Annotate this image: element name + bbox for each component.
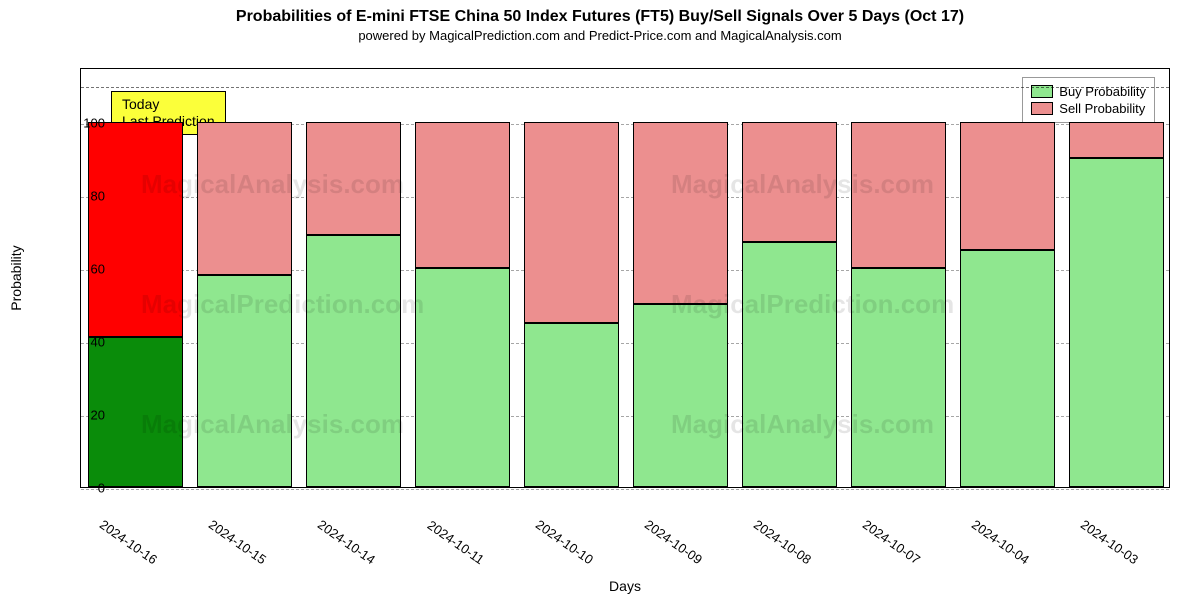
x-tick-label: 2024-10-15 bbox=[186, 503, 268, 567]
bar-buy bbox=[742, 242, 838, 487]
bar-buy bbox=[1069, 158, 1165, 487]
legend-item-buy: Buy Probability bbox=[1031, 83, 1146, 100]
bar-sell bbox=[633, 122, 729, 305]
legend: Buy Probability Sell Probability bbox=[1022, 77, 1155, 123]
x-tick-label: 2024-10-10 bbox=[513, 503, 595, 567]
bar-sell bbox=[742, 122, 838, 243]
bar-buy bbox=[197, 275, 293, 487]
legend-swatch-sell bbox=[1031, 102, 1053, 115]
chart-subtitle: powered by MagicalPrediction.com and Pre… bbox=[0, 26, 1200, 43]
bar-sell bbox=[1069, 122, 1165, 159]
reference-line bbox=[81, 87, 1169, 88]
x-tick-label: 2024-10-14 bbox=[295, 503, 377, 567]
bar-sell bbox=[524, 122, 620, 323]
bar-buy bbox=[633, 304, 729, 487]
plot-area: Today Last Prediction Buy Probability Se… bbox=[80, 68, 1170, 488]
y-axis-label: Probability bbox=[8, 245, 24, 310]
bar-sell bbox=[415, 122, 511, 268]
bar-buy bbox=[415, 268, 511, 487]
x-tick-label: 2024-10-08 bbox=[731, 503, 813, 567]
bar-sell bbox=[88, 122, 184, 337]
x-tick-label: 2024-10-09 bbox=[622, 503, 704, 567]
bar-sell bbox=[960, 122, 1056, 250]
legend-label-buy: Buy Probability bbox=[1059, 84, 1146, 99]
bar-buy bbox=[960, 250, 1056, 487]
bar-sell bbox=[197, 122, 293, 275]
x-tick-label: 2024-10-04 bbox=[949, 503, 1031, 567]
chart-title: Probabilities of E-mini FTSE China 50 In… bbox=[0, 0, 1200, 26]
y-tick-label: 0 bbox=[75, 481, 105, 496]
bar-buy bbox=[524, 323, 620, 487]
bar-buy bbox=[306, 235, 402, 487]
y-tick-label: 60 bbox=[75, 261, 105, 276]
y-tick-label: 40 bbox=[75, 334, 105, 349]
legend-item-sell: Sell Probability bbox=[1031, 100, 1146, 117]
x-axis-label: Days bbox=[80, 578, 1170, 594]
bar-sell bbox=[306, 122, 402, 235]
bar-sell bbox=[851, 122, 947, 268]
legend-label-sell: Sell Probability bbox=[1059, 101, 1145, 116]
today-line1: Today bbox=[122, 96, 215, 113]
y-tick-label: 100 bbox=[75, 115, 105, 130]
bar-buy bbox=[851, 268, 947, 487]
x-tick-label: 2024-10-07 bbox=[840, 503, 922, 567]
x-tick-label: 2024-10-11 bbox=[404, 503, 486, 567]
y-tick-label: 80 bbox=[75, 188, 105, 203]
x-tick-label: 2024-10-03 bbox=[1058, 503, 1140, 567]
x-tick-label: 2024-10-16 bbox=[77, 503, 159, 567]
gridline bbox=[81, 489, 1169, 490]
y-tick-label: 20 bbox=[75, 407, 105, 422]
